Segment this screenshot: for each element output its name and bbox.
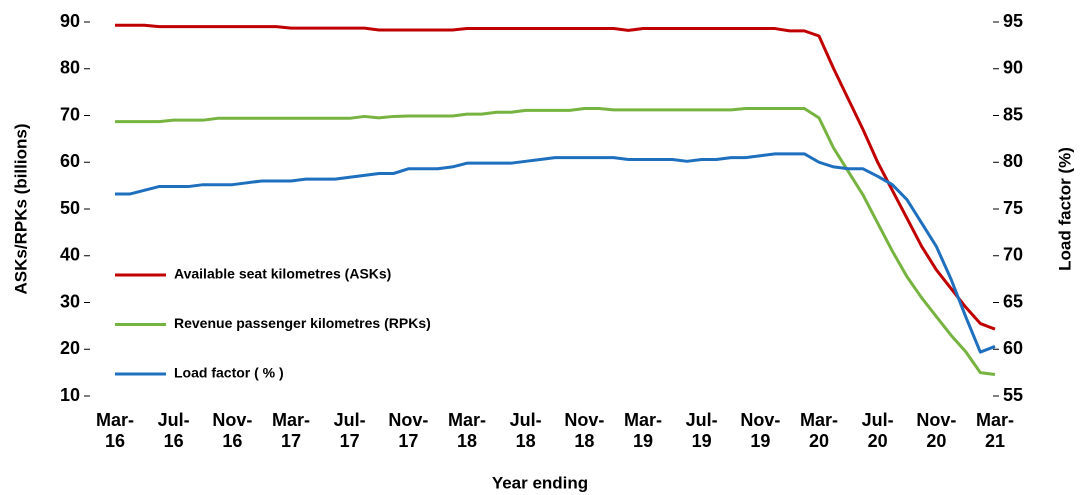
x-tick-label: Mar-17 [271, 410, 310, 451]
x-tick-label: Nov-17 [388, 410, 429, 451]
y-tick-label: 80 [60, 58, 80, 78]
x-axis-title: Year ending [492, 473, 588, 492]
legend-label: Revenue passenger kilometres (RPKs) [174, 315, 431, 331]
y2-tick-label: 70 [1003, 245, 1023, 265]
y-tick-label: 70 [60, 104, 80, 124]
y2-tick-label: 75 [1003, 198, 1023, 218]
y-tick-label: 40 [60, 245, 80, 265]
y-tick-label: 50 [60, 198, 80, 218]
x-tick-label: Jul-16 [157, 410, 190, 451]
y-tick-label: 10 [60, 385, 80, 405]
y2-tick-label: 55 [1003, 385, 1023, 405]
series-line [115, 106, 996, 376]
x-tick-label: Jul-20 [861, 410, 894, 451]
y2-axis-title: Load factor (%) [1055, 147, 1074, 271]
x-tick-label: Jul-17 [333, 410, 366, 451]
legend-label: Available seat kilometres (ASKs) [174, 266, 391, 282]
x-tick-label: Mar-19 [623, 410, 662, 451]
series-line [115, 152, 996, 354]
x-tick-label: Nov-19 [740, 410, 781, 451]
x-tick-label: Jul-19 [685, 410, 718, 451]
y2-tick-label: 80 [1003, 151, 1023, 171]
y2-tick-label: 90 [1003, 58, 1023, 78]
y2-tick-label: 60 [1003, 338, 1023, 358]
y-tick-label: 90 [60, 11, 80, 31]
y2-tick-label: 65 [1003, 291, 1023, 311]
x-tick-label: Mar-16 [95, 410, 134, 451]
x-tick-label: Nov-18 [564, 410, 605, 451]
y2-tick-label: 85 [1003, 104, 1023, 124]
x-tick-label: Mar-18 [447, 410, 486, 451]
y-axis-title: ASKs/RPKs (billions) [11, 124, 30, 295]
series-line [115, 23, 996, 331]
x-tick-label: Nov-16 [212, 410, 253, 451]
y-tick-label: 30 [60, 291, 80, 311]
x-tick-label: Mar-21 [975, 410, 1014, 451]
y-tick-label: 60 [60, 151, 80, 171]
y2-tick-label: 95 [1003, 11, 1023, 31]
y-tick-label: 20 [60, 338, 80, 358]
x-tick-label: Mar-20 [799, 410, 838, 451]
legend-label: Load factor ( % ) [174, 365, 284, 381]
x-tick-label: Nov-20 [916, 410, 957, 451]
x-tick-label: Jul-18 [509, 410, 542, 451]
